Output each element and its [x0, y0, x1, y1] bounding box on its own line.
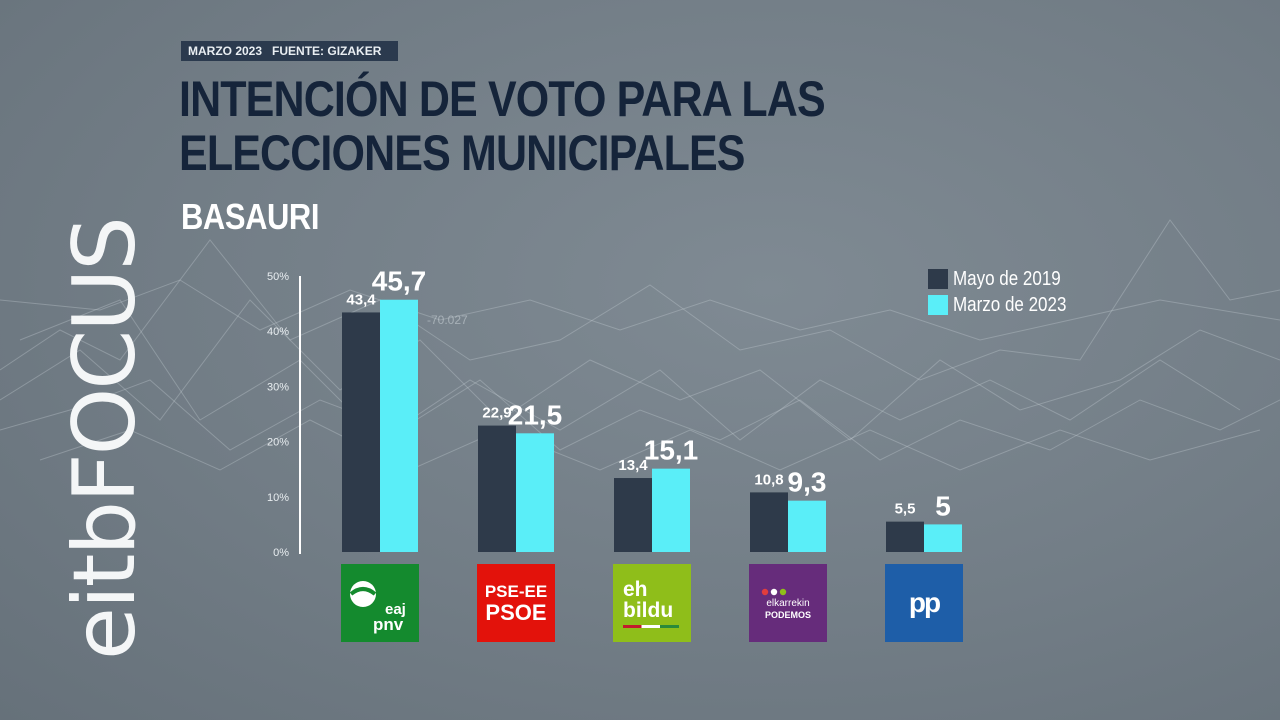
data-label-2019: 5,5 [895, 501, 916, 518]
bildu-logo-line2: bildu [623, 598, 674, 622]
pp-logo-text: pp [908, 587, 941, 618]
bar-2019 [478, 425, 516, 552]
data-label-2023: 15,1 [644, 435, 699, 466]
data-label-2023: 45,7 [372, 266, 427, 297]
y-tick-label: 40% [267, 326, 289, 338]
data-label-2019: 13,4 [618, 457, 648, 474]
date-label: MARZO 2023 [188, 44, 263, 58]
chart-subtitle: BASAURI [181, 196, 320, 237]
party-logo-eh-bildu: eh bildu [613, 564, 691, 642]
y-tick-label: 10% [267, 492, 289, 504]
y-tick-label: 30% [267, 381, 289, 393]
background-annotation: -70.027 [427, 313, 468, 327]
legend-label-2019: Mayo de 2019 [953, 267, 1061, 290]
legend-swatch-2023 [928, 295, 948, 315]
bar-2023 [652, 468, 690, 552]
podemos-logo-line2: PODEMOS [764, 609, 811, 620]
bar-2019 [750, 492, 788, 552]
data-label-2023: 21,5 [508, 399, 563, 430]
y-tick-label: 0% [273, 547, 289, 559]
legend-label-2023: Marzo de 2023 [953, 293, 1067, 316]
y-tick-label: 50% [267, 271, 289, 283]
party-logo-eaj-pnv: eaj pnv [341, 564, 419, 642]
podemos-dots-icon [761, 588, 787, 595]
legend: Mayo de 2019 Marzo de 2023 [928, 266, 1086, 318]
chart-title: INTENCIÓN DE VOTO PARA LAS ELECCIONES MU… [179, 71, 826, 181]
pnv-logo-line1: eaj [385, 601, 406, 618]
source-label: FUENTE: GIZAKER [272, 44, 382, 58]
bildu-logo-line1: eh [623, 577, 648, 601]
y-tick-label: 20% [267, 437, 289, 449]
data-label-2019: 10,8 [754, 471, 783, 488]
psoe-logo-line2: PSOE [485, 599, 547, 625]
pnv-logo-line2: pnv [373, 615, 404, 634]
bar-2023 [380, 299, 418, 552]
bar-2019 [886, 521, 924, 552]
bar-2023 [924, 524, 962, 552]
legend-item-2023: Marzo de 2023 [928, 292, 1086, 318]
legend-item-2019: Mayo de 2019 [928, 266, 1086, 292]
data-label-2019: 43,4 [346, 291, 376, 308]
podemos-logo-line1: elkarrekin [766, 597, 810, 609]
eaj-pnv-logo-icon: eaj pnv [349, 581, 406, 634]
data-label-2019: 22,9 [482, 405, 511, 422]
bar-2019 [342, 312, 380, 552]
party-logo-elkarrekin-podemos: elkarrekin PODEMOS [749, 564, 827, 642]
bar-2023 [516, 433, 554, 552]
party-logo-pse-psoe: PSE-EE PSOE [477, 564, 555, 642]
bar-2023 [788, 500, 826, 552]
data-label-2023: 5 [935, 490, 951, 521]
psoe-logo-line1: PSE-EE [484, 581, 548, 601]
source-tag: MARZO 2023 FUENTE: GIZAKER [181, 41, 399, 61]
bar-2019 [614, 478, 652, 552]
legend-swatch-2019 [928, 269, 948, 289]
data-label-2023: 9,3 [788, 467, 827, 498]
party-logo-pp: pp [885, 564, 963, 642]
